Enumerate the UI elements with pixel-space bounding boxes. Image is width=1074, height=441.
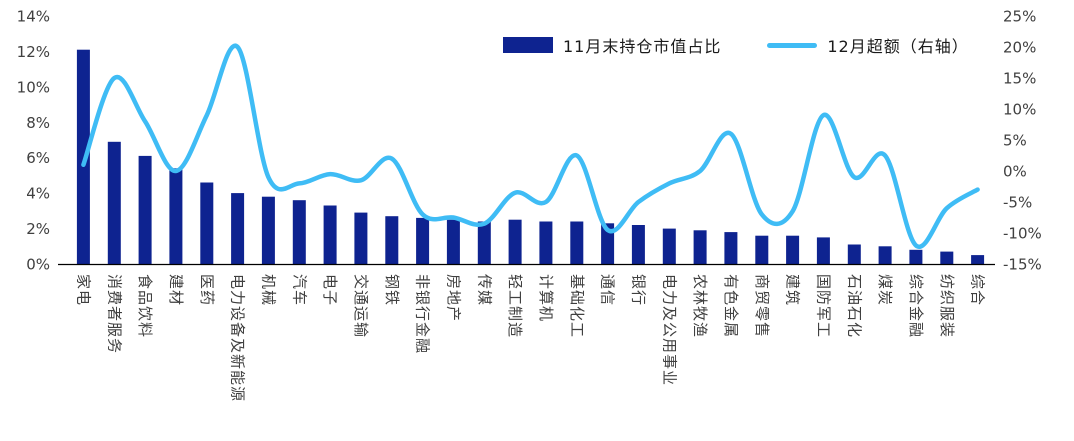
bar xyxy=(878,246,892,264)
x-axis-category-label: 银行 xyxy=(629,274,647,306)
right-axis-tick-label: 0% xyxy=(1003,163,1027,181)
bar xyxy=(416,217,430,264)
bar xyxy=(971,255,985,264)
left-axis-tick-label: 2% xyxy=(26,220,50,238)
bar xyxy=(662,228,676,264)
bar xyxy=(477,221,491,264)
right-axis-tick-label: 10% xyxy=(1003,101,1036,119)
bar xyxy=(631,225,645,264)
x-axis-category-label: 纺织服装 xyxy=(938,274,956,338)
left-axis-tick-label: 14% xyxy=(17,8,50,26)
x-axis-category-label: 钢铁 xyxy=(383,274,401,306)
left-axis-tick-label: 8% xyxy=(26,114,50,132)
legend-item-bar-series: 11月末持仓市值占比 xyxy=(503,33,721,57)
x-axis-category-label: 食品饮料 xyxy=(136,274,154,338)
bar xyxy=(570,221,584,264)
x-axis-category-label: 电力设备及新能源 xyxy=(229,274,247,402)
x-axis-category-label: 传媒 xyxy=(475,274,493,306)
x-axis-category-label: 消费者服务 xyxy=(105,274,123,354)
bar xyxy=(786,235,800,264)
x-axis-category-label: 综合金融 xyxy=(907,274,925,338)
right-axis-tick-label: -10% xyxy=(1003,225,1042,243)
x-axis-category-label: 机械 xyxy=(259,274,277,306)
bar xyxy=(940,251,954,264)
x-axis-category-label: 通信 xyxy=(599,274,617,306)
bar xyxy=(76,49,90,265)
x-axis-category-label: 煤炭 xyxy=(876,274,894,306)
bar-series-swatch-icon xyxy=(503,37,553,53)
x-axis-category-label: 有色金属 xyxy=(722,274,740,338)
x-axis-category-label: 电子 xyxy=(321,274,339,306)
x-axis-category-label: 农林牧渔 xyxy=(691,274,709,338)
x-axis-category-label: 汽车 xyxy=(290,274,308,306)
right-axis-tick-label: 15% xyxy=(1003,70,1036,88)
left-axis-tick-label: 0% xyxy=(26,256,50,274)
x-axis-category-label: 建筑 xyxy=(784,274,802,306)
left-axis-tick-label: 12% xyxy=(17,43,50,61)
bar-series-label: 11月末持仓市值占比 xyxy=(563,37,722,56)
x-axis-category-label: 石油石化 xyxy=(845,274,863,338)
x-axis-category-label: 交通运输 xyxy=(352,274,370,338)
bar xyxy=(138,155,152,264)
bar xyxy=(231,193,245,264)
bar xyxy=(909,249,923,264)
x-axis-category-label: 家电 xyxy=(74,274,92,306)
x-axis-category-label: 计算机 xyxy=(537,274,555,322)
x-axis-category-label: 建材 xyxy=(167,274,185,306)
bar xyxy=(385,216,399,264)
bar xyxy=(107,141,121,264)
bar xyxy=(323,205,337,264)
x-axis-category-label: 综合 xyxy=(969,274,987,306)
bar xyxy=(169,168,183,264)
x-axis-category-label: 轻工制造 xyxy=(506,274,524,338)
bar xyxy=(261,196,275,264)
legend: 11月末持仓市值占比 12月超额（右轴） xyxy=(503,33,969,57)
bar xyxy=(508,219,522,264)
line-series-label: 12月超额（右轴） xyxy=(827,37,969,56)
bar xyxy=(354,212,368,264)
right-axis-tick-label: 5% xyxy=(1003,132,1027,150)
x-axis-category-label: 电力及公用事业 xyxy=(660,274,678,386)
x-axis-category-label: 基础化工 xyxy=(568,274,586,338)
right-axis-tick-label: -5% xyxy=(1003,194,1032,212)
right-axis-tick-label: 25% xyxy=(1003,8,1036,26)
x-axis-category-label: 房地产 xyxy=(444,274,462,322)
x-axis-category-label: 非银行金融 xyxy=(414,274,432,354)
right-axis-tick-label: 20% xyxy=(1003,39,1036,57)
bar xyxy=(292,200,306,264)
left-axis-tick-label: 6% xyxy=(26,149,50,167)
line-series xyxy=(81,43,980,249)
bar xyxy=(200,182,214,264)
bar xyxy=(446,219,460,264)
bar xyxy=(693,230,707,264)
bar xyxy=(755,235,769,264)
legend-item-line-series: 12月超额（右轴） xyxy=(767,33,968,57)
bar xyxy=(724,232,738,264)
right-axis-tick-label: -15% xyxy=(1003,256,1042,274)
x-axis-category-label: 医药 xyxy=(198,274,216,306)
x-axis-category-label: 国防军工 xyxy=(814,274,832,338)
x-axis-category-label: 商贸零售 xyxy=(753,274,771,338)
bar xyxy=(539,221,553,264)
bar xyxy=(816,237,830,264)
left-axis-tick-label: 4% xyxy=(26,185,50,203)
bar xyxy=(847,244,861,264)
line-series-swatch-icon xyxy=(767,42,818,48)
left-axis-tick-label: 10% xyxy=(17,78,50,96)
